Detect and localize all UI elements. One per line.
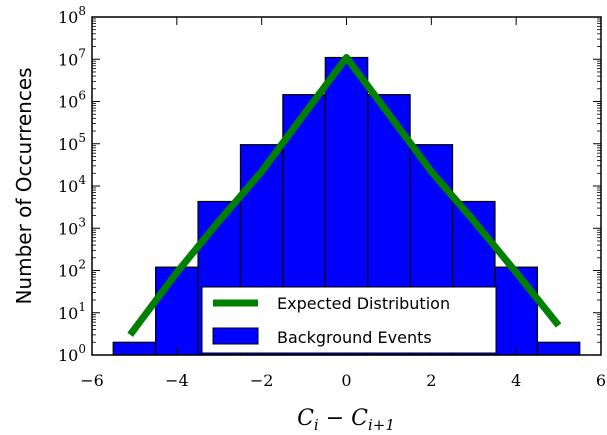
legend: Expected Distribution Background Events	[201, 286, 497, 354]
x-tick-label-5: 4	[511, 371, 521, 390]
histogram-bar-9	[494, 266, 538, 356]
legend-label-expected: Expected Distribution	[277, 294, 450, 313]
histogram-bar-1	[155, 266, 199, 356]
y-tick-label-7: 107	[58, 46, 86, 69]
y-tick-label-4: 104	[58, 173, 86, 196]
x-axis-label: Ci − Ci+1	[297, 406, 395, 434]
expected-distribution-line	[127, 54, 562, 337]
y-tick-label-6: 106	[58, 89, 86, 112]
axis-ticks	[91, 16, 602, 356]
x-label-sub-i: i	[314, 416, 319, 434]
x-tick-label-3: 0	[341, 371, 351, 390]
legend-label-background: Background Events	[277, 328, 432, 347]
y-tick-label-8: 108	[58, 4, 86, 27]
y-axis-label: Number of Occurrences	[12, 67, 36, 304]
x-label-c: C	[297, 406, 314, 431]
x-tick-label-4: 2	[426, 371, 436, 390]
x-tick-label-0: −6	[80, 371, 104, 390]
y-tick-label-1: 101	[58, 300, 86, 323]
histogram-bar-10	[536, 341, 581, 356]
y-tick-label-0: 100	[58, 342, 86, 365]
x-label-sub-i-plus-1: i+1	[368, 416, 395, 434]
legend-patch-swatch	[212, 327, 259, 345]
x-tick-label-6: 6	[596, 371, 606, 390]
x-tick-label-2: −2	[250, 371, 274, 390]
y-tick-label-2: 102	[58, 258, 86, 281]
x-label-minus-c: − C	[319, 406, 368, 431]
histogram-bar-0	[112, 341, 157, 356]
y-tick-label-3: 103	[58, 215, 86, 238]
y-tick-label-5: 105	[58, 131, 86, 154]
y-tick-labels: 100 101 102 103 104 105 106 107 108	[58, 4, 86, 365]
x-tick-label-1: −4	[165, 371, 189, 390]
x-tick-labels: −6 −4 −2 0 2 4 6	[80, 371, 606, 390]
